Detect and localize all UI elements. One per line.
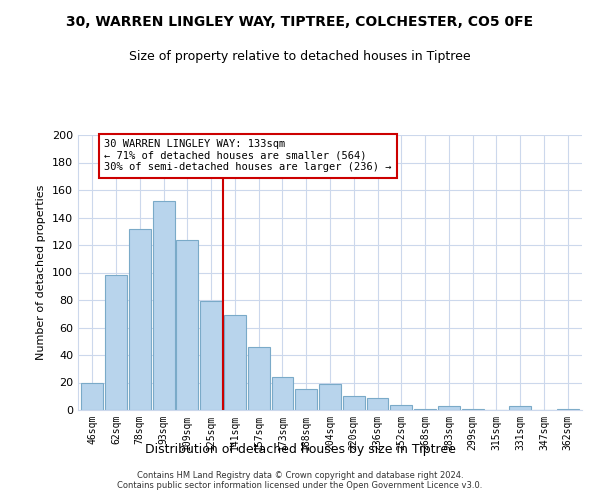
Bar: [557, 408, 578, 410]
Bar: [438, 406, 460, 410]
Bar: [414, 408, 436, 410]
Y-axis label: Number of detached properties: Number of detached properties: [37, 185, 46, 360]
Text: 30, WARREN LINGLEY WAY, TIPTREE, COLCHESTER, CO5 0FE: 30, WARREN LINGLEY WAY, TIPTREE, COLCHES…: [67, 15, 533, 29]
Bar: [343, 396, 365, 410]
Bar: [319, 384, 341, 410]
Text: Size of property relative to detached houses in Tiptree: Size of property relative to detached ho…: [129, 50, 471, 63]
Bar: [200, 302, 222, 410]
Bar: [105, 275, 127, 410]
Text: 30 WARREN LINGLEY WAY: 133sqm
← 71% of detached houses are smaller (564)
30% of : 30 WARREN LINGLEY WAY: 133sqm ← 71% of d…: [104, 139, 392, 172]
Bar: [295, 390, 317, 410]
Bar: [82, 382, 103, 410]
Bar: [367, 398, 388, 410]
Bar: [176, 240, 198, 410]
Bar: [272, 377, 293, 410]
Bar: [224, 315, 246, 410]
Text: Distribution of detached houses by size in Tiptree: Distribution of detached houses by size …: [145, 442, 455, 456]
Bar: [509, 406, 531, 410]
Bar: [152, 201, 175, 410]
Text: Contains HM Land Registry data © Crown copyright and database right 2024.
Contai: Contains HM Land Registry data © Crown c…: [118, 470, 482, 490]
Bar: [248, 347, 269, 410]
Bar: [462, 408, 484, 410]
Bar: [129, 228, 151, 410]
Bar: [391, 404, 412, 410]
